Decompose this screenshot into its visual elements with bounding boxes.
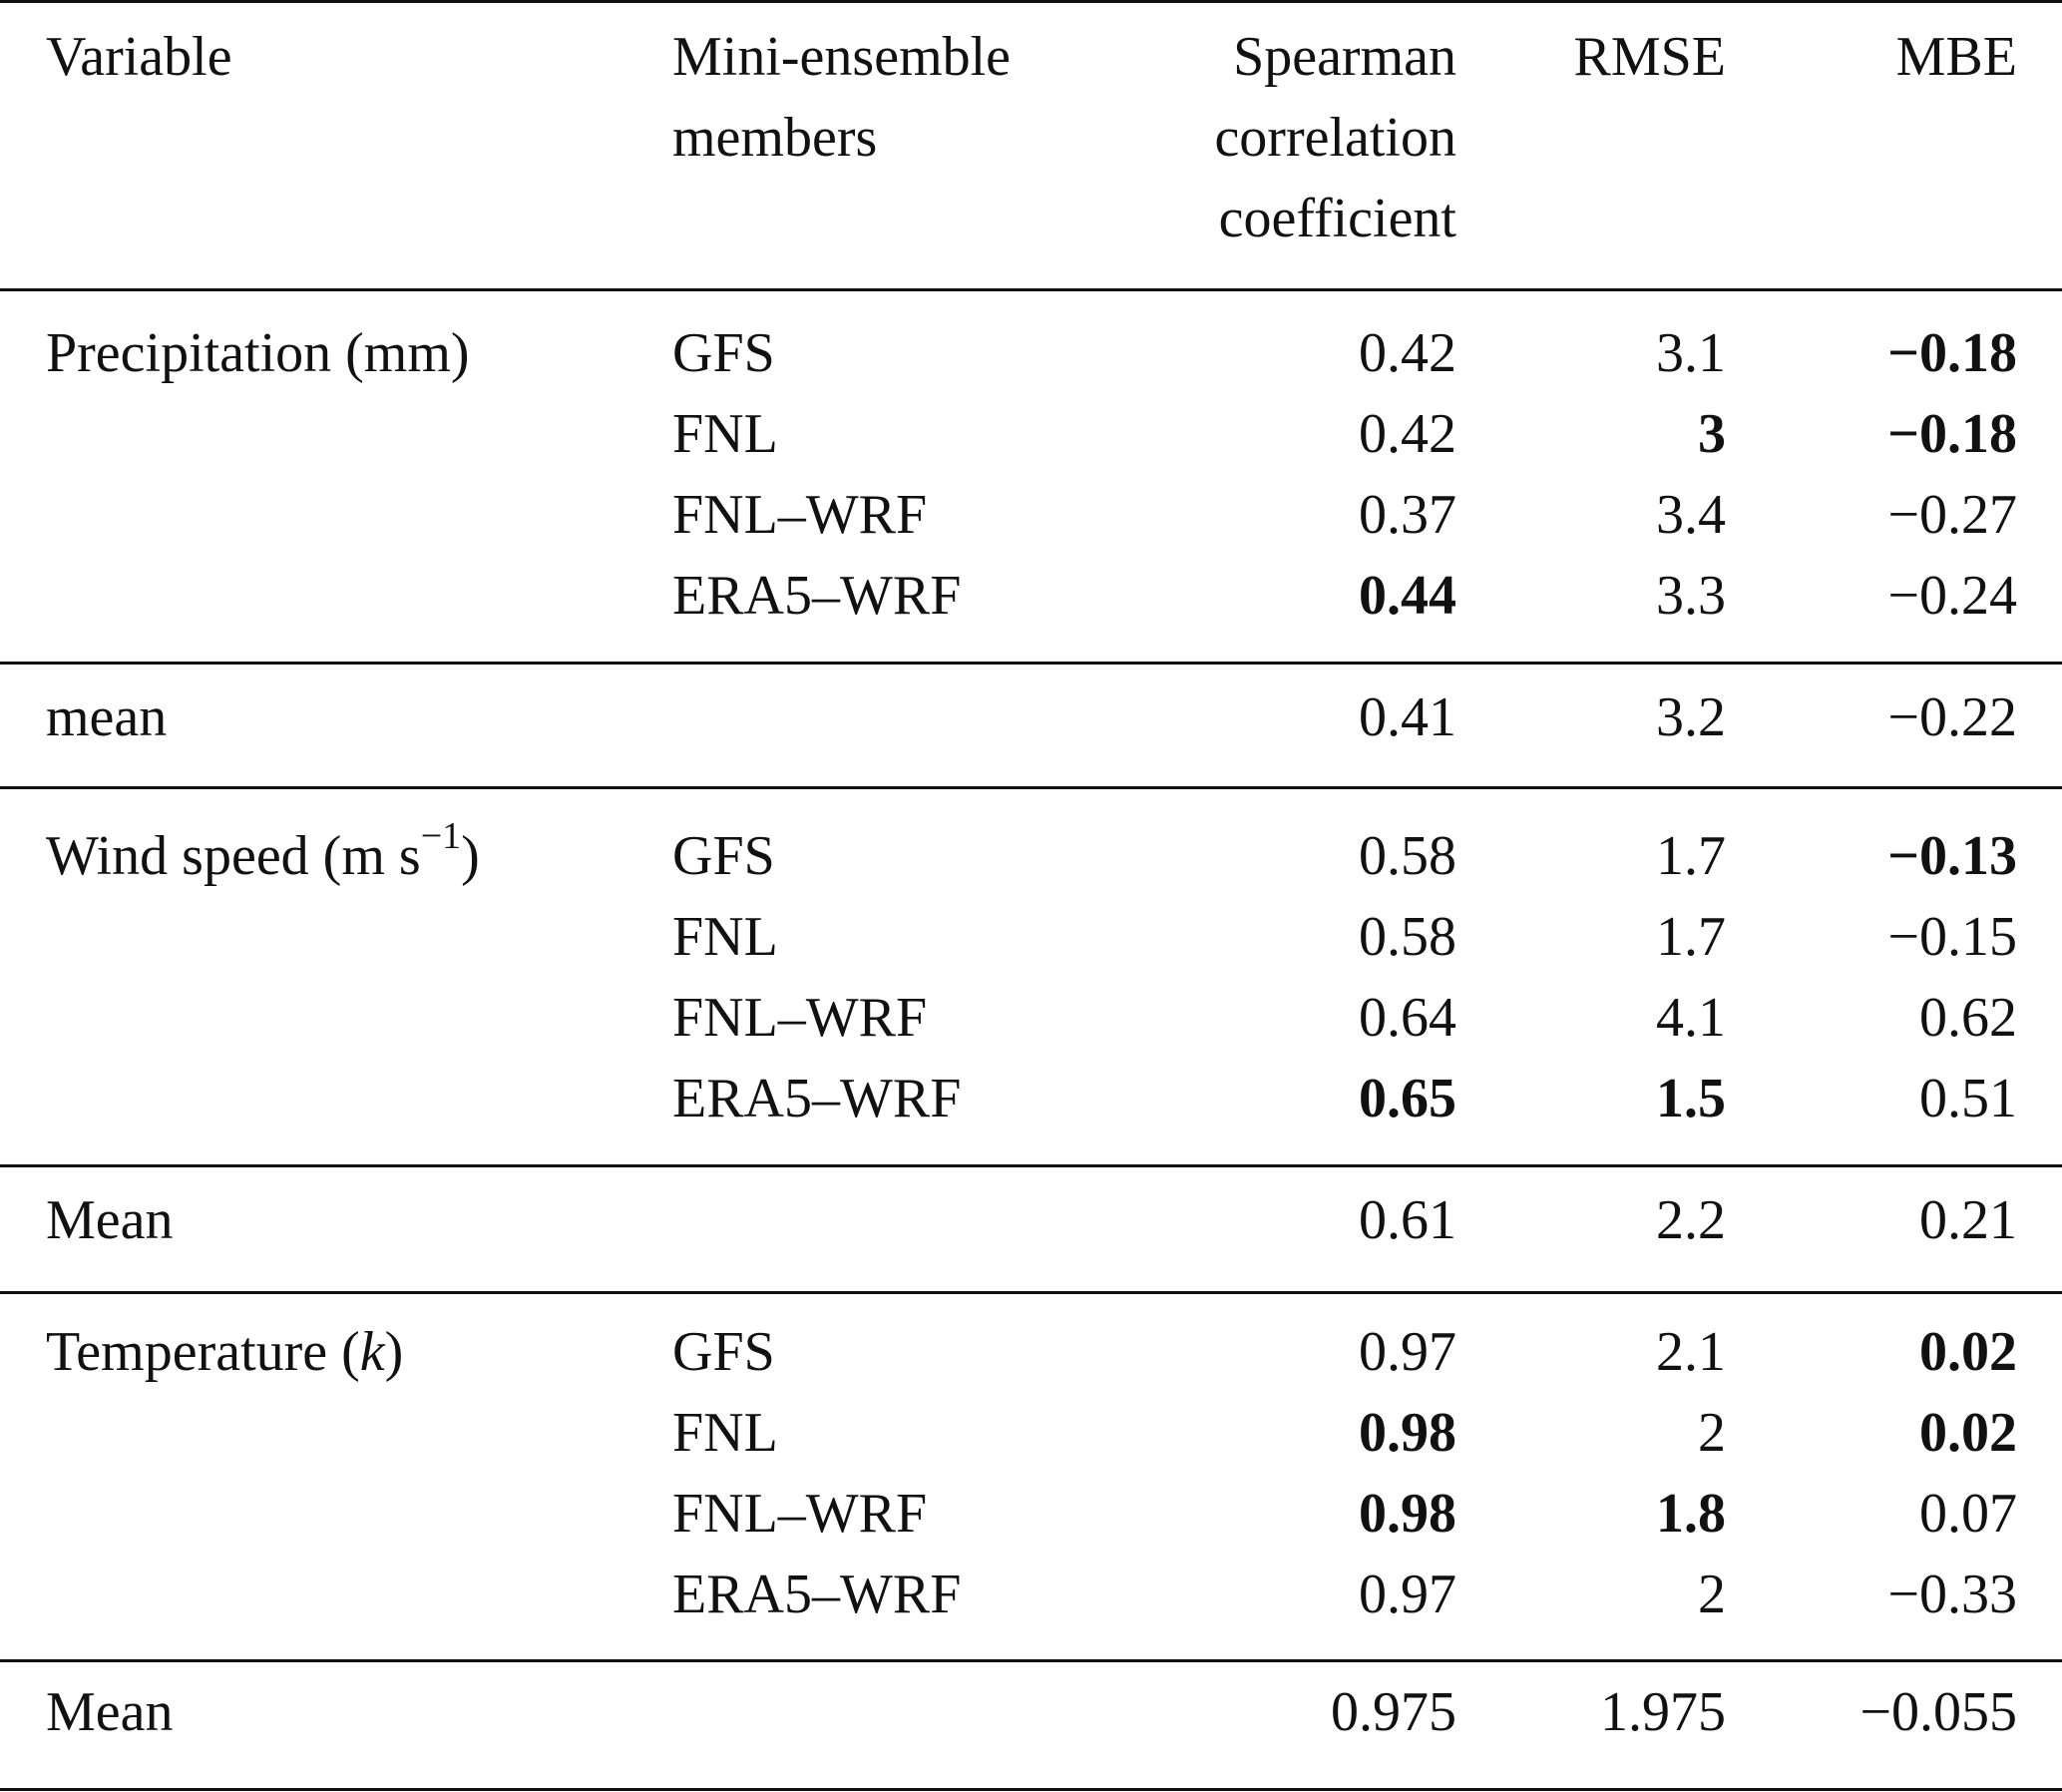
rmse-value: 1.7 (1656, 906, 1726, 968)
header-rmse: RMSE (1573, 26, 1727, 88)
header-spearman-line2: correlation (1214, 107, 1456, 169)
header-spearman-line1: Spearman (1233, 26, 1456, 88)
mbe-value: −0.15 (1887, 906, 2017, 968)
mean-rmse: 1.975 (1600, 1681, 1726, 1743)
member-name: FNL–WRF (672, 1483, 928, 1545)
mean-spearman: 0.975 (1331, 1681, 1456, 1743)
rmse-value: 2 (1698, 1564, 1726, 1625)
header-variable: Variable (46, 26, 232, 88)
spearman-value: 0.42 (1359, 403, 1456, 465)
spearman-value: 0.97 (1359, 1321, 1456, 1383)
spearman-value: 0.64 (1359, 987, 1456, 1049)
variable-label-sup: −1 (420, 815, 462, 858)
variable-label-tail: ) (461, 825, 480, 887)
mean-rmse: 2.2 (1656, 1189, 1726, 1251)
header-members-line2: members (672, 107, 878, 169)
member-name: FNL–WRF (672, 987, 928, 1049)
group-rule (0, 662, 2062, 665)
rmse-value: 3.1 (1656, 322, 1726, 384)
header-mbe: MBE (1895, 26, 2017, 88)
rmse-value: 1.7 (1656, 825, 1726, 887)
member-name: ERA5–WRF (672, 565, 962, 627)
mbe-value: −0.24 (1887, 565, 2017, 627)
spearman-value: 0.97 (1359, 1564, 1456, 1625)
header-bottom-rule (0, 288, 2062, 291)
rmse-value: 3.4 (1656, 484, 1726, 546)
variable-label-tail: ) (384, 1321, 404, 1383)
spearman-value: 0.58 (1359, 825, 1456, 887)
mbe-value: 0.02 (1919, 1321, 2017, 1383)
mean-rule (0, 1291, 2062, 1294)
member-name: ERA5–WRF (672, 1068, 962, 1129)
member-name: GFS (672, 1321, 775, 1383)
mbe-value: −0.13 (1887, 825, 2017, 887)
variable-label-italic: k (359, 1321, 385, 1383)
member-name: GFS (672, 322, 775, 384)
mean-rmse: 3.2 (1656, 686, 1726, 748)
mbe-value: −0.18 (1887, 403, 2017, 465)
mbe-value: −0.18 (1887, 322, 2017, 384)
variable-label-base: Temperature ( (46, 1321, 360, 1383)
group-rule (0, 1164, 2062, 1167)
variable-label-base: Wind speed (m s (46, 825, 421, 887)
mean-label: Mean (46, 1189, 174, 1251)
rmse-value: 1.8 (1656, 1483, 1726, 1545)
spearman-value: 0.37 (1359, 484, 1456, 546)
header-spearman-line3: coefficient (1218, 188, 1456, 249)
mbe-value: 0.02 (1919, 1402, 2017, 1464)
mean-label: mean (46, 686, 168, 748)
table-top-rule (0, 0, 2062, 3)
mbe-value: 0.51 (1919, 1068, 2017, 1129)
rmse-value: 3.3 (1656, 565, 1726, 627)
member-name: ERA5–WRF (672, 1564, 962, 1625)
rmse-value: 1.5 (1656, 1068, 1726, 1129)
member-name: GFS (672, 825, 775, 887)
spearman-value: 0.42 (1359, 322, 1456, 384)
mbe-value: −0.33 (1887, 1564, 2017, 1625)
mean-mbe: −0.22 (1887, 686, 2017, 748)
mean-mbe: 0.21 (1919, 1189, 2017, 1251)
variable-label: Temperature (k) (46, 1319, 403, 1385)
rmse-value: 3 (1698, 403, 1726, 465)
rmse-value: 4.1 (1656, 987, 1726, 1049)
spearman-value: 0.98 (1359, 1402, 1456, 1464)
member-name: FNL (672, 1402, 778, 1464)
rmse-value: 2.1 (1656, 1321, 1726, 1383)
rmse-value: 2 (1698, 1402, 1726, 1464)
spearman-value: 0.58 (1359, 906, 1456, 968)
mbe-value: −0.27 (1887, 484, 2017, 546)
header-members-line1: Mini-ensemble (672, 26, 1012, 88)
variable-label: Precipitation (mm) (46, 322, 470, 384)
spearman-value: 0.98 (1359, 1483, 1456, 1545)
mean-mbe: −0.055 (1859, 1681, 2017, 1743)
group-rule (0, 1659, 2062, 1662)
mbe-value: 0.62 (1919, 987, 2017, 1049)
spearman-value: 0.65 (1359, 1068, 1456, 1129)
mean-label: Mean (46, 1681, 174, 1743)
mbe-value: 0.07 (1919, 1483, 2017, 1545)
variable-label: Wind speed (m s−1) (46, 817, 480, 889)
mean-spearman: 0.41 (1359, 686, 1456, 748)
member-name: FNL (672, 403, 778, 465)
member-name: FNL (672, 906, 778, 968)
member-name: FNL–WRF (672, 484, 928, 546)
mean-rule (0, 786, 2062, 789)
mean-rule (0, 1788, 2062, 1791)
spearman-value: 0.44 (1359, 565, 1456, 627)
mean-spearman: 0.61 (1359, 1189, 1456, 1251)
